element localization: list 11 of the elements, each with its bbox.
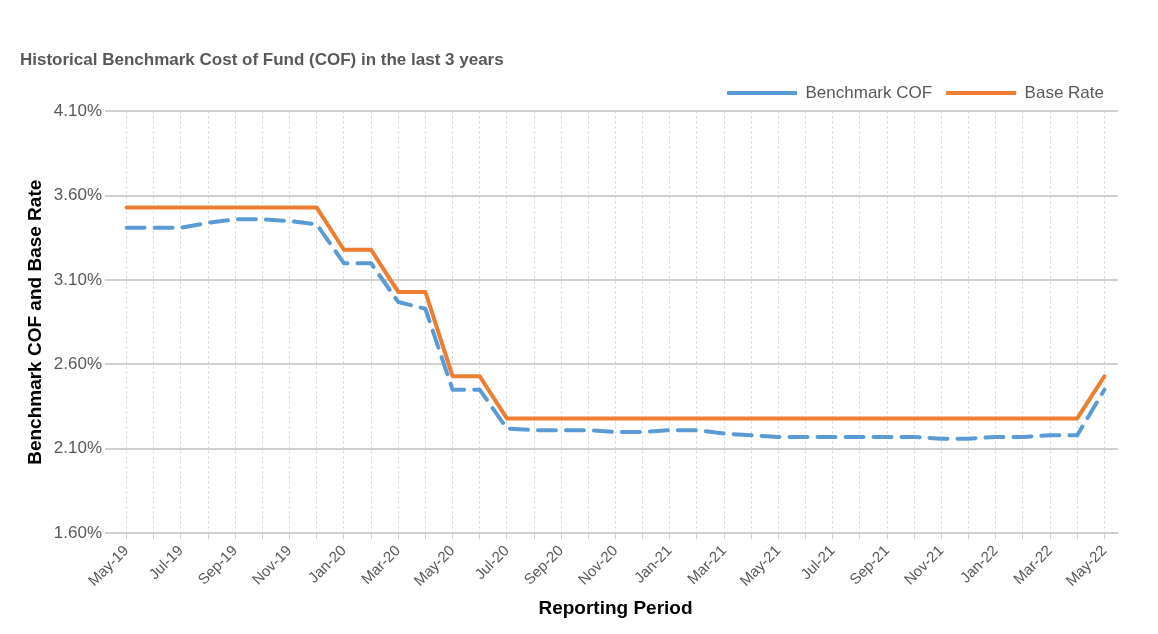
chart-title: Historical Benchmark Cost of Fund (COF) in the last 3 years bbox=[20, 49, 504, 69]
y-axis-title: Benchmark COF and Base Rate bbox=[23, 179, 45, 465]
legend-label: Benchmark COF bbox=[805, 82, 933, 102]
y-tick-label: 3.10% bbox=[53, 269, 102, 289]
legend-label: Base Rate bbox=[1024, 82, 1105, 102]
y-tick-label: 2.10% bbox=[53, 438, 102, 458]
y-tick-label: 2.60% bbox=[53, 354, 102, 374]
y-tick-label: 3.60% bbox=[53, 185, 102, 205]
x-axis-title: Reporting Period bbox=[538, 596, 693, 618]
y-tick-label: 1.60% bbox=[53, 522, 102, 542]
y-tick-label: 4.10% bbox=[53, 101, 102, 121]
